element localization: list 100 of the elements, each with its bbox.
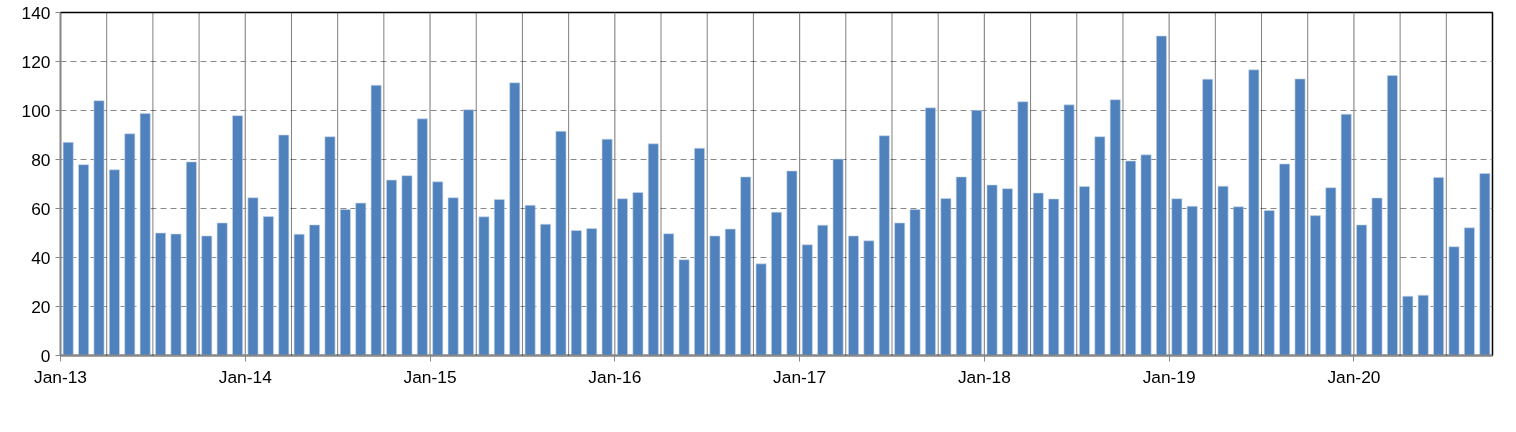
bar [1109, 99, 1121, 356]
bar [786, 170, 798, 356]
bar [78, 164, 89, 356]
y-tick-label: 60 [31, 198, 51, 219]
bar [1279, 163, 1291, 356]
bar [1248, 69, 1260, 356]
y-tick-label: 0 [40, 345, 51, 366]
bar [416, 118, 428, 356]
bar [1448, 246, 1460, 356]
bar [432, 181, 444, 356]
bar [139, 113, 151, 356]
bar [216, 222, 228, 356]
bar [1402, 295, 1414, 356]
bar [647, 143, 659, 356]
bar [755, 263, 767, 356]
y-tick-label: 20 [31, 296, 51, 317]
bar [801, 244, 813, 356]
bar [555, 131, 567, 356]
bar [1233, 206, 1244, 356]
bar [1371, 197, 1383, 356]
bar [1140, 154, 1152, 356]
bar [1063, 104, 1075, 356]
bar [570, 230, 582, 356]
y-tick-label: 80 [31, 149, 51, 170]
bar [678, 259, 690, 356]
bar [1217, 185, 1229, 356]
x-tick-label: Jan-18 [957, 366, 1011, 387]
bar [1032, 192, 1044, 356]
bar [1125, 160, 1137, 356]
bar [955, 176, 967, 356]
bar [863, 240, 875, 356]
bar [124, 133, 136, 356]
bar [262, 216, 274, 356]
x-tick-label: Jan-19 [1142, 366, 1196, 387]
bar [1310, 215, 1321, 356]
bar [309, 224, 320, 356]
x-tick-label: Jan-20 [1327, 366, 1381, 387]
bar [878, 135, 890, 356]
bar [1479, 173, 1491, 356]
bar [370, 84, 382, 356]
bar [1186, 205, 1198, 356]
bar [170, 233, 182, 356]
y-tick-label: 100 [21, 100, 51, 121]
bar [817, 224, 829, 356]
bar [694, 147, 705, 356]
bar [1002, 188, 1013, 356]
bar [478, 216, 490, 356]
bar [1017, 101, 1029, 356]
bar [324, 136, 336, 356]
bar [832, 158, 844, 356]
bar [1156, 35, 1167, 356]
bar [1387, 75, 1398, 356]
bar [986, 184, 998, 356]
bar [278, 134, 290, 356]
bar [447, 197, 459, 356]
bar [971, 109, 983, 356]
bar [62, 142, 74, 356]
bar [401, 175, 413, 356]
bar [771, 211, 782, 356]
bar [93, 100, 105, 356]
bar [848, 235, 859, 356]
bar [709, 235, 721, 356]
bar [1294, 78, 1306, 356]
bar [247, 197, 259, 356]
x-tick-label: Jan-17 [773, 366, 827, 387]
bar [524, 205, 536, 356]
bar [940, 198, 952, 356]
bar [617, 198, 628, 356]
bar [1094, 136, 1106, 356]
bar [186, 161, 197, 356]
bar [586, 228, 598, 356]
bar [1340, 113, 1352, 356]
bar [894, 222, 906, 356]
bar [1464, 227, 1475, 356]
bar [1433, 177, 1444, 356]
y-tick-label: 140 [21, 2, 51, 23]
bar [1048, 198, 1060, 356]
bar [232, 115, 243, 356]
bar [632, 192, 644, 356]
bar [201, 235, 213, 356]
bar [909, 209, 921, 356]
bar [509, 82, 521, 356]
bar [155, 232, 166, 356]
bar [293, 233, 305, 356]
bar [540, 223, 551, 356]
x-tick-label: Jan-15 [403, 366, 457, 387]
bar [109, 169, 120, 356]
y-tick-label: 40 [31, 247, 51, 268]
bar [1325, 187, 1337, 356]
y-tick-label: 120 [21, 51, 51, 72]
bar [1417, 294, 1429, 356]
bar [386, 179, 397, 356]
bar [1171, 198, 1183, 356]
bar [339, 209, 351, 356]
bar [1356, 224, 1367, 356]
bar [355, 202, 367, 356]
bar [740, 176, 752, 356]
bar [663, 233, 675, 356]
x-tick-label: Jan-14 [218, 366, 273, 387]
x-tick-label: Jan-13 [34, 366, 87, 387]
